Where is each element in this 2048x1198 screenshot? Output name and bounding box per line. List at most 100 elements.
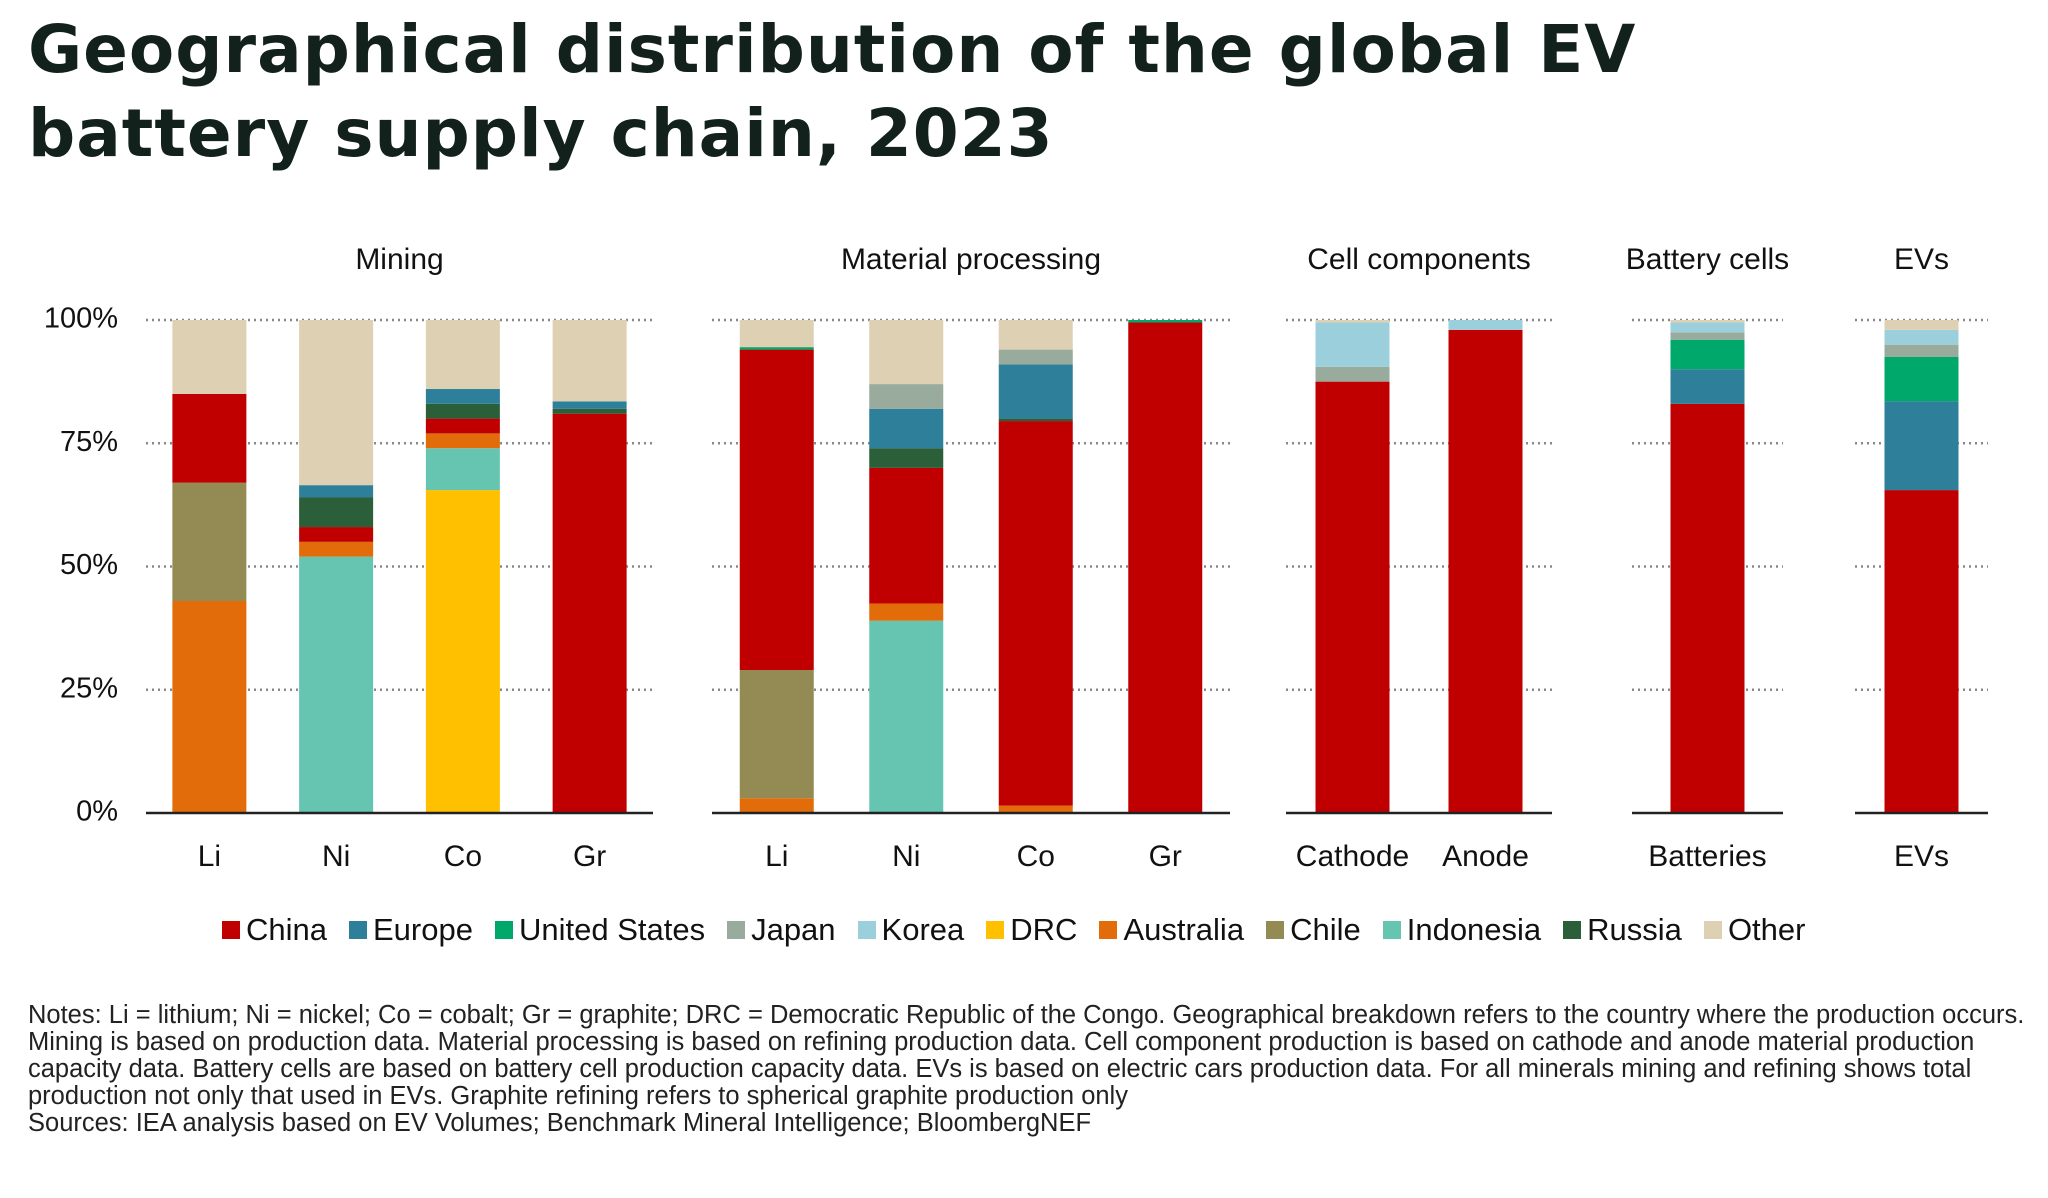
bar-segment <box>1448 329 1523 813</box>
bar-segment <box>552 413 627 813</box>
legend-item: Chile <box>1266 912 1361 948</box>
bar-segment <box>739 670 814 799</box>
legend-item: Other <box>1703 912 1806 948</box>
legend-item: Australia <box>1099 912 1244 948</box>
bar-segment <box>998 805 1073 813</box>
x-tick-label: Co <box>444 840 482 873</box>
bar-segment <box>739 320 814 348</box>
bar-segment <box>299 320 374 486</box>
bar-segment <box>869 408 944 449</box>
bar-segment <box>869 620 944 813</box>
bar-segment <box>998 418 1073 422</box>
bar-segment <box>869 320 944 385</box>
bar-segment <box>1670 403 1745 813</box>
x-tick-label: EVs <box>1894 840 1949 873</box>
bar-segment <box>1884 320 1959 330</box>
legend-item: United States <box>494 912 705 948</box>
bar-segment <box>869 603 944 621</box>
group-title: EVs <box>1894 243 1949 276</box>
legend-swatch <box>1382 921 1401 939</box>
legend-swatch <box>222 921 240 939</box>
bar-segment <box>299 497 374 528</box>
y-tick-label: 0% <box>76 796 118 828</box>
bar-segment <box>739 798 814 813</box>
y-tick-label: 25% <box>60 672 118 704</box>
bar-segment <box>425 389 500 404</box>
x-tick-label: Gr <box>1149 840 1182 873</box>
x-tick-label: Batteries <box>1648 840 1766 873</box>
legend-swatch <box>494 921 513 939</box>
legend-label: Other <box>1727 912 1806 947</box>
y-tick-label: 50% <box>60 549 118 581</box>
legend-label: Indonesia <box>1406 912 1542 947</box>
legend-label: Russia <box>1587 912 1682 947</box>
legend-label: Korea <box>881 912 965 947</box>
bar-segment <box>1884 329 1959 345</box>
bar-segment <box>869 467 944 604</box>
bar-segment <box>1884 356 1959 402</box>
bar-segment <box>1884 401 1959 491</box>
bar-segment <box>1128 322 1203 813</box>
bar-segment <box>299 541 374 557</box>
y-tick-label: 75% <box>60 426 118 458</box>
notes-text: Notes: Li = lithium; Ni = nickel; Co = c… <box>28 1001 2025 1110</box>
x-tick-label: Li <box>765 840 788 873</box>
group-title: Battery cells <box>1626 243 1789 276</box>
bar-segment <box>172 482 247 602</box>
legend-swatch <box>857 921 876 939</box>
bar-segment <box>1670 339 1745 370</box>
x-tick-label: Li <box>198 840 221 873</box>
bar-segment <box>739 349 814 671</box>
legend-swatch <box>986 921 1005 939</box>
bar-segment <box>998 349 1073 365</box>
bar-segment <box>552 401 627 409</box>
bar-segment <box>299 485 374 498</box>
x-tick-label: Cathode <box>1296 840 1409 873</box>
legend-swatch <box>1099 921 1118 939</box>
bar-segment <box>1884 344 1959 357</box>
chart: 0% 25% 50% 75% 100% Mining Li Ni Co Gr Material pr… <box>44 243 1988 873</box>
bar-segment <box>998 320 1073 350</box>
bar-segment <box>299 527 374 542</box>
group-title: Material processing <box>841 243 1101 276</box>
legend-swatch <box>349 921 367 939</box>
group-title: Mining <box>355 243 443 276</box>
bar-segment <box>998 364 1073 419</box>
sources-text: Sources: IEA analysis based on EV Volume… <box>28 1109 1092 1137</box>
y-tick-label: 100% <box>44 303 118 335</box>
bar-segment <box>172 320 247 394</box>
bar-segment <box>1670 332 1745 340</box>
legend-item: Japan <box>727 912 836 948</box>
bar-segment <box>1884 490 1959 813</box>
bar-segment <box>552 320 627 402</box>
legend-item: Korea <box>857 912 965 948</box>
bar-segment <box>172 393 247 483</box>
bar-segment <box>739 347 814 350</box>
legend-item: Russia <box>1563 912 1682 948</box>
bar-segment <box>1670 320 1745 323</box>
x-tick-label: Anode <box>1442 840 1529 873</box>
legend-swatch <box>1563 921 1582 939</box>
bar-segment <box>998 421 1073 806</box>
bar-segment <box>425 418 500 434</box>
notes: Notes: Li = lithium; Ni = nickel; Co = c… <box>28 1002 2038 1137</box>
bar-segment <box>1315 381 1390 813</box>
bar-segment <box>425 433 500 449</box>
x-tick-label: Co <box>1017 840 1055 873</box>
legend-label: DRC <box>1010 912 1078 947</box>
bar-segment <box>425 320 500 390</box>
bar-segment <box>1315 366 1390 382</box>
bar-segment <box>1670 369 1745 404</box>
bar-segment <box>299 556 374 813</box>
legend: China Europe United States Japan Korea DRC Aus… <box>222 912 1805 948</box>
legend-swatch <box>727 921 746 939</box>
legend-swatch <box>1266 921 1285 939</box>
bar-segment <box>1315 320 1390 323</box>
legend-item: China <box>222 912 327 948</box>
bar-segment <box>869 384 944 409</box>
bar-segment <box>425 490 500 813</box>
legend-swatch <box>1703 921 1722 939</box>
x-tick-label: Ni <box>892 840 920 873</box>
bar-segment <box>425 448 500 491</box>
